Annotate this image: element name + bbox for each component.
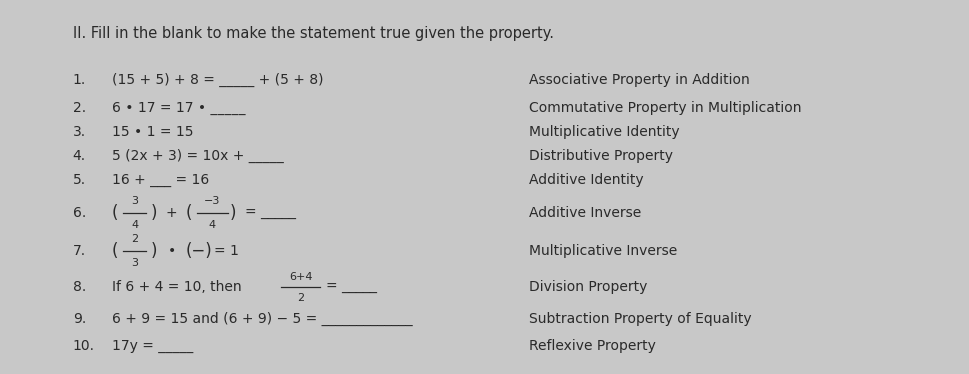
Text: 3: 3 <box>131 196 139 206</box>
Text: 8.: 8. <box>73 280 86 294</box>
Text: 10.: 10. <box>73 339 95 353</box>
Text: 6.: 6. <box>73 206 86 220</box>
Text: 6+4: 6+4 <box>289 272 312 282</box>
Text: •: • <box>168 243 176 258</box>
Text: 2: 2 <box>297 293 304 303</box>
Text: (: ( <box>111 242 118 260</box>
Text: ): ) <box>150 204 157 222</box>
Text: 3: 3 <box>131 258 139 267</box>
Text: 4: 4 <box>131 220 139 230</box>
Text: 16 + ___ = 16: 16 + ___ = 16 <box>111 172 208 187</box>
Text: Multiplicative Inverse: Multiplicative Inverse <box>528 243 676 258</box>
Text: 3.: 3. <box>73 125 86 139</box>
Text: 1.: 1. <box>73 73 86 88</box>
Text: (: ( <box>185 204 192 222</box>
Text: Reflexive Property: Reflexive Property <box>528 339 655 353</box>
Text: −3: −3 <box>204 196 220 206</box>
Text: 4: 4 <box>208 220 216 230</box>
Text: 17y = _____: 17y = _____ <box>111 339 193 353</box>
Text: Additive Identity: Additive Identity <box>528 172 642 187</box>
Text: 5.: 5. <box>73 172 86 187</box>
Text: (15 + 5) + 8 = _____ + (5 + 8): (15 + 5) + 8 = _____ + (5 + 8) <box>111 73 323 88</box>
Text: Multiplicative Identity: Multiplicative Identity <box>528 125 678 139</box>
Text: 4.: 4. <box>73 148 86 163</box>
Text: 2: 2 <box>131 234 139 243</box>
Text: = 1: = 1 <box>214 243 239 258</box>
Text: Commutative Property in Multiplication: Commutative Property in Multiplication <box>528 101 800 116</box>
Text: = _____: = _____ <box>326 280 377 294</box>
Text: Distributive Property: Distributive Property <box>528 148 672 163</box>
Text: 5 (2x + 3) = 10x + _____: 5 (2x + 3) = 10x + _____ <box>111 148 283 163</box>
Text: 6 + 9 = 15 and (6 + 9) − 5 = _____________: 6 + 9 = 15 and (6 + 9) − 5 = ___________… <box>111 312 412 326</box>
Text: (: ( <box>111 204 118 222</box>
Text: ): ) <box>230 204 236 222</box>
Text: ): ) <box>150 242 157 260</box>
Text: 15 • 1 = 15: 15 • 1 = 15 <box>111 125 193 139</box>
Text: (−): (−) <box>185 242 212 260</box>
Text: 6 • 17 = 17 • _____: 6 • 17 = 17 • _____ <box>111 101 245 116</box>
Text: II. Fill in the blank to make the statement true given the property.: II. Fill in the blank to make the statem… <box>73 26 553 41</box>
Text: Subtraction Property of Equality: Subtraction Property of Equality <box>528 312 751 326</box>
Text: 7.: 7. <box>73 243 86 258</box>
Text: Division Property: Division Property <box>528 280 646 294</box>
Text: +: + <box>166 206 177 220</box>
Text: Additive Inverse: Additive Inverse <box>528 206 641 220</box>
Text: 9.: 9. <box>73 312 86 326</box>
Text: If 6 + 4 = 10, then: If 6 + 4 = 10, then <box>111 280 241 294</box>
Text: = _____: = _____ <box>245 206 297 220</box>
Text: 2.: 2. <box>73 101 86 116</box>
Text: Associative Property in Addition: Associative Property in Addition <box>528 73 749 88</box>
